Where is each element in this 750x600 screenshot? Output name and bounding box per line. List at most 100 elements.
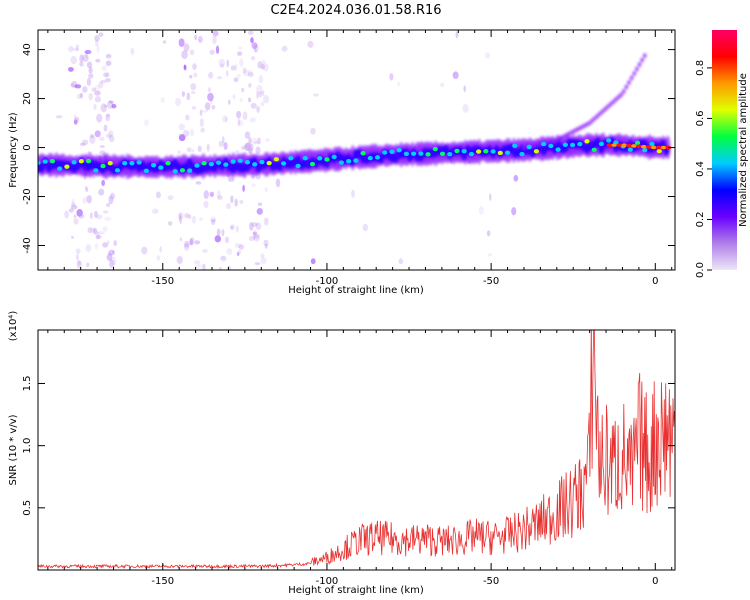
spectrogram-peak-blob [389, 149, 395, 154]
spectrogram-noise-dot [202, 263, 206, 270]
spectrogram-peak-blob [411, 151, 417, 156]
spectrogram-noise-dot [195, 181, 202, 185]
spectrogram-noise-dot [105, 60, 112, 67]
spectrogram-noise-dot [189, 128, 195, 137]
spectrogram-noise-dot [176, 256, 183, 264]
spectrogram-noise-dot [247, 69, 253, 77]
spectrogram-noise-dot [104, 216, 112, 221]
spectrogram-noise-dot [177, 150, 182, 154]
spectrogram-noise-dot [184, 240, 190, 248]
snr-x-tick-label: 0 [652, 576, 658, 587]
snr-frame [37, 329, 676, 571]
spectrogram-noise-dot [236, 110, 242, 119]
spectrogram-noise-dot [192, 63, 197, 71]
spectrogram-peak-blob [324, 157, 330, 162]
spectrogram-noise-dot [178, 134, 186, 142]
snr-y-tick-label: 1.0 [22, 438, 33, 454]
spectrogram-noise-dot [250, 56, 256, 61]
spectrogram-noise-dot [178, 38, 185, 47]
spectrogram-noise-dot [247, 97, 252, 103]
spectrogram-noise-dot [181, 91, 186, 97]
spectrogram-noise-dot [101, 65, 107, 72]
spectrogram-noise-dot [88, 73, 94, 79]
spectrogram-peak-blob [649, 141, 655, 147]
spectrogram-strong-peak [611, 143, 618, 147]
spectrogram-noise-dot [75, 248, 81, 255]
spectrogram-noise-dot [252, 231, 256, 240]
spectrogram-y-tick-label: -20 [22, 188, 33, 204]
spectrogram-noise-dot [96, 231, 100, 240]
spectrogram-peak-blob [150, 163, 157, 168]
spectrogram-peak-blob [374, 155, 381, 160]
spectrogram-noise-dot [256, 105, 260, 113]
spectrogram-branch-blob [619, 92, 624, 98]
spectrogram-noise-dot [242, 184, 245, 192]
spectrogram-peak-blob [252, 162, 258, 167]
spectrogram-branch-blob [634, 66, 639, 72]
spectrogram-peak-blob [353, 158, 359, 163]
spectrogram-noise-dot [251, 222, 259, 227]
spectrogram-noise-dot [249, 222, 254, 231]
spectrogram-noise-dot [112, 250, 115, 254]
spectrogram-noise-dot [239, 199, 244, 205]
spectrogram-peak-blob [584, 139, 590, 144]
spectrogram-peak-blob [78, 159, 84, 164]
spectrogram-peak-blob [244, 160, 251, 165]
spectrogram-noise-dot [94, 35, 100, 42]
spectrogram-noise-dot [257, 61, 263, 69]
spectrogram-noise-dot [227, 265, 232, 270]
spectrogram-noise-dot [260, 257, 267, 265]
snr-y-tick-label: 0.5 [22, 500, 33, 516]
spectrogram-noise-dot [98, 32, 104, 37]
spectrogram-noise-dot [86, 77, 92, 86]
spectrogram-peak-blob [93, 168, 99, 173]
spectrogram-noise-dot [73, 214, 77, 218]
spectrogram-noise-dot [71, 235, 74, 239]
spectrogram-noise-dot [452, 71, 459, 80]
spectrogram-noise-dot [255, 222, 262, 230]
spectrogram-noise-dot [79, 54, 84, 63]
spectrogram-peak-blob [223, 162, 229, 167]
spectrogram-noise-dot [84, 185, 88, 189]
spectrogram-noise-dot [228, 177, 235, 182]
spectrogram-noise-dot [107, 240, 110, 245]
spectrogram-noise-dot [263, 239, 269, 247]
spectrogram-noise-dot [68, 66, 74, 72]
spectrogram-noise-dot [186, 92, 191, 101]
spectrogram-noise-dot [237, 249, 242, 255]
spectrogram-noise-dot [224, 236, 230, 244]
spectrogram-noise-dot [228, 99, 231, 105]
spectrogram-peak-blob [208, 161, 214, 167]
spectrogram-branch-blob [642, 53, 647, 59]
spectrogram-noise-dot [68, 45, 74, 53]
spectrogram-peak-blob [194, 163, 200, 168]
spectrogram-peak-blob [490, 149, 496, 154]
spectrogram-noise-dot [247, 71, 254, 78]
spectrogram-noise-dot [190, 237, 195, 246]
spectrogram-band-core [349, 156, 356, 167]
spectrogram-noise-dot [194, 240, 201, 245]
spectrogram-peak-blob [302, 155, 308, 161]
spectrogram-peak-blob [215, 160, 222, 165]
spectrogram-noise-dot [74, 84, 82, 89]
spectrogram-noise-dot [214, 235, 222, 243]
spectrogram-noise-dot [262, 95, 270, 104]
spectrogram-noise-dot [253, 44, 259, 53]
spectrogram-noise-dot [486, 230, 491, 237]
spectrogram-noise-dot [191, 149, 195, 153]
spectrogram-frame [37, 29, 676, 271]
spectrogram-noise-dot [252, 229, 257, 236]
spectrogram-peak-blob [309, 161, 316, 167]
spectrogram-y-tick-label: 40 [22, 43, 33, 56]
spectrogram-noise-dot [190, 91, 196, 95]
spectrogram-branch-blob [632, 71, 637, 76]
spectrogram-peak-blob [129, 161, 135, 166]
spectrogram-noise-dot [160, 97, 165, 104]
spectrogram-noise-dot [77, 260, 81, 266]
spectrogram-noise-dot [100, 79, 106, 84]
spectrogram-noise-dot [208, 72, 214, 79]
spectrogram-noise-dot [244, 142, 251, 151]
spectrogram-x-axis-label: Height of straight line (km) [288, 285, 424, 296]
spectrogram-peak-blob [158, 165, 164, 170]
